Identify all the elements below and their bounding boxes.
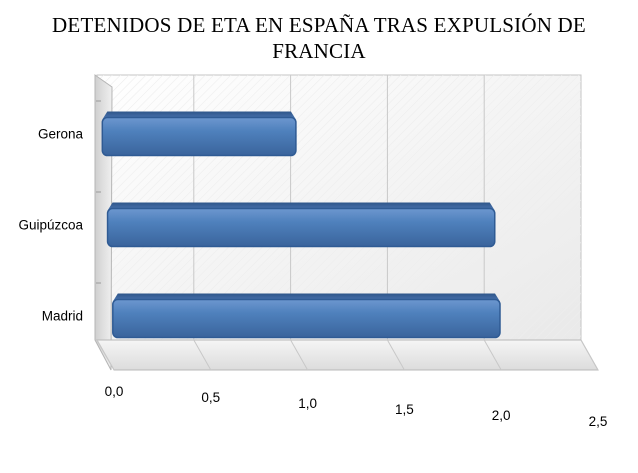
bar-madrid bbox=[112, 293, 501, 339]
x-tick-label-1: 0,5 bbox=[201, 390, 220, 405]
floor-gridline-0 bbox=[96, 339, 115, 371]
bar-front-face bbox=[112, 298, 501, 339]
bar-front-face bbox=[101, 116, 297, 157]
chart-title-line-2: FRANCIA bbox=[272, 39, 366, 63]
floor-gridline-5 bbox=[580, 339, 599, 371]
floor bbox=[96, 339, 599, 371]
y-tick-label-madrid: Madrid bbox=[42, 309, 83, 324]
floor-gridline-2 bbox=[290, 339, 309, 371]
bar-front-face bbox=[106, 207, 496, 248]
x-tick-label-0: 0,0 bbox=[105, 384, 124, 399]
x-tick-label-2: 1,0 bbox=[298, 396, 317, 411]
floor-gridline-3 bbox=[386, 339, 405, 371]
y-tick-label-guipúzcoa: Guipúzcoa bbox=[18, 218, 83, 233]
bar-guipúzcoa bbox=[106, 202, 496, 248]
x-tick-label-3: 1,5 bbox=[395, 402, 414, 417]
chart-title-line-1: DETENIDOS DE ETA EN ESPAÑA TRAS EXPULSIÓ… bbox=[52, 13, 586, 37]
floor-gridline-4 bbox=[483, 339, 502, 371]
x-tick-label-4: 2,0 bbox=[492, 408, 511, 423]
y-tick-label-gerona: Gerona bbox=[38, 127, 84, 142]
x-tick-label-5: 2,5 bbox=[589, 414, 608, 429]
floor-gridline-1 bbox=[193, 339, 212, 371]
bar-gerona bbox=[101, 111, 297, 157]
chart-title: DETENIDOS DE ETA EN ESPAÑA TRAS EXPULSIÓ… bbox=[0, 12, 638, 64]
